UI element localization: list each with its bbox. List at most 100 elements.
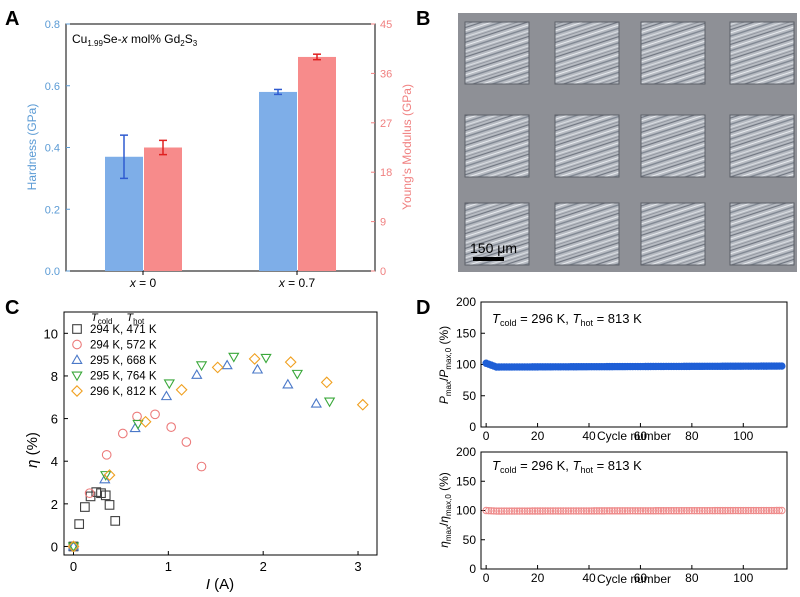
cycle-point xyxy=(767,506,776,515)
pad-square xyxy=(640,114,706,178)
panel-label-b: B xyxy=(416,8,430,30)
hardness-modulus-bar-chart: Cu1.99Se-x mol% Gd2S3 0.0 0.2 0.4 0.6 0.8 0 9… xyxy=(25,19,414,290)
circle-marker xyxy=(150,409,160,420)
cycle-point xyxy=(521,507,529,515)
cycle-tick-label: 100 xyxy=(733,429,753,443)
hardness-tick-label: 0.4 xyxy=(45,143,60,155)
cycle-tick-label: 40 xyxy=(582,571,596,585)
cycle-point xyxy=(539,507,547,515)
square-marker xyxy=(100,490,111,501)
cycle-point xyxy=(503,507,511,515)
cycle-point xyxy=(572,507,580,515)
current-tick-label: 1 xyxy=(165,559,172,574)
hardness-tick-label: 0.8 xyxy=(45,19,60,31)
cycle-point xyxy=(557,507,565,515)
cycle-point xyxy=(737,506,745,515)
cycle-point xyxy=(595,507,603,515)
square-marker xyxy=(74,519,85,529)
legend-header: Tcold Thot xyxy=(91,312,145,326)
pad-square xyxy=(464,21,530,85)
triangle-down-marker xyxy=(163,379,175,390)
pad-square xyxy=(554,202,620,266)
cycle-point xyxy=(613,507,621,515)
cycle-point xyxy=(675,507,683,515)
cycle-point xyxy=(590,507,598,515)
cycle-point xyxy=(708,506,717,515)
modulus-tick-label: 0 xyxy=(380,266,386,278)
cycle-point xyxy=(495,507,503,515)
cycle-point xyxy=(603,507,611,515)
efficiency-axis-label: η (%) xyxy=(24,432,41,468)
cycle-point xyxy=(703,506,711,515)
cycle-point xyxy=(585,507,593,515)
cycle-point xyxy=(611,507,619,515)
cycle-point xyxy=(688,506,696,515)
cycle-point xyxy=(662,507,670,515)
cycle-point xyxy=(629,507,637,515)
category-label: x = 0 xyxy=(129,276,157,290)
pad-square xyxy=(729,21,795,85)
pad-square xyxy=(729,114,795,178)
cycle-point xyxy=(765,506,773,515)
cycle-point xyxy=(546,507,555,515)
cycle-point xyxy=(554,507,562,515)
cycle-point xyxy=(587,507,596,515)
modulus-bar xyxy=(298,56,336,271)
cycle-tick-label: 20 xyxy=(531,571,545,585)
cycle-point xyxy=(734,506,742,515)
diamond-marker xyxy=(248,352,261,365)
cycle-point xyxy=(544,507,552,515)
cycle-point xyxy=(577,507,585,515)
cycle-point xyxy=(508,507,516,515)
diamond-marker xyxy=(320,376,333,389)
square-marker xyxy=(104,500,115,510)
triangle-down-marker xyxy=(71,371,83,382)
cycle-point xyxy=(490,507,498,515)
cycle-point xyxy=(654,507,663,515)
cycle-point xyxy=(631,507,639,515)
cycle-tick-label: 100 xyxy=(733,571,753,585)
modulus-tick-label: 45 xyxy=(380,19,392,31)
power-stability-chart: 0 20 40 60 80 100 0 50 100 150 200 Tcold = 296 K, … xyxy=(437,295,788,443)
cycle-point xyxy=(482,506,490,515)
cycle-point xyxy=(567,507,575,515)
plot-frame-c xyxy=(63,311,378,556)
cycle-point xyxy=(762,506,771,515)
panel-label-a: A xyxy=(5,8,19,30)
hardness-tick-label: 0.6 xyxy=(45,81,60,93)
diamond-marker xyxy=(103,469,116,482)
cycle-point xyxy=(569,507,578,515)
cycle-point xyxy=(647,507,655,515)
cycle-point xyxy=(598,507,606,515)
circle-marker xyxy=(132,411,142,422)
cycle-point xyxy=(749,506,758,515)
triangle-up-marker xyxy=(160,390,173,401)
cycle-point xyxy=(518,507,526,515)
cycle-point xyxy=(685,506,693,515)
triangle-up-marker xyxy=(282,378,294,389)
pad-square xyxy=(640,202,706,266)
cycle-point xyxy=(747,506,755,515)
cycle-point xyxy=(672,507,681,515)
cycle-point xyxy=(690,506,699,515)
cycle-point xyxy=(652,507,660,515)
efficiency-tick-label: 6 xyxy=(51,412,58,427)
cycle-point xyxy=(752,506,760,515)
cycle-point xyxy=(729,506,737,515)
triangle-up-marker xyxy=(251,363,264,374)
cycle-point xyxy=(626,507,634,515)
pad-square xyxy=(464,202,530,266)
cycle-point xyxy=(698,506,706,515)
efficiency-tick-label: 4 xyxy=(51,454,58,469)
cycle-tick-label: 60 xyxy=(634,429,648,443)
scale-bar-label: 150 μm xyxy=(470,240,517,256)
current-tick-label: 0 xyxy=(70,559,77,574)
d-bottom-ylabel: ηmax/ηmax,0 (%) xyxy=(437,472,453,548)
legend-label: 295 K, 764 K xyxy=(90,371,157,383)
legend-label: 294 K, 572 K xyxy=(90,340,157,352)
percent-tick-label: 0 xyxy=(469,420,476,434)
current-tick-label: 2 xyxy=(260,559,267,574)
legend-label: 294 K, 471 K xyxy=(90,324,157,336)
pad-square xyxy=(464,114,530,178)
cycle-point xyxy=(706,506,714,515)
